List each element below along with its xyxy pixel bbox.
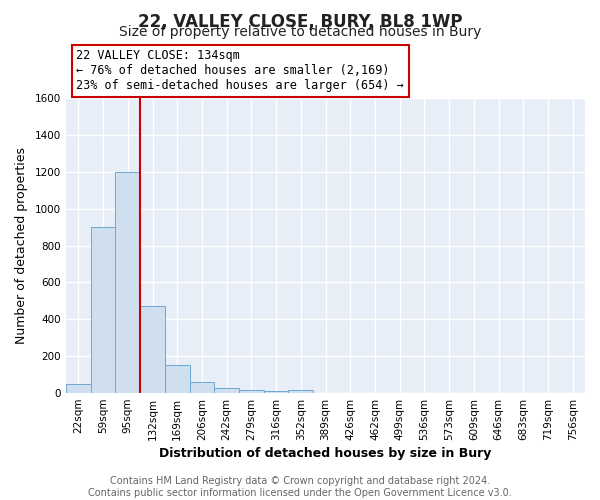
Text: 22 VALLEY CLOSE: 134sqm
← 76% of detached houses are smaller (2,169)
23% of semi: 22 VALLEY CLOSE: 134sqm ← 76% of detache… [76,50,404,92]
Bar [264,391,289,393]
Bar [239,390,264,393]
Bar [115,172,140,393]
X-axis label: Distribution of detached houses by size in Bury: Distribution of detached houses by size … [160,447,492,460]
Text: Contains HM Land Registry data © Crown copyright and database right 2024.
Contai: Contains HM Land Registry data © Crown c… [88,476,512,498]
Bar [214,388,239,393]
Bar [66,384,91,393]
Bar [190,382,214,393]
Text: 22, VALLEY CLOSE, BURY, BL8 1WP: 22, VALLEY CLOSE, BURY, BL8 1WP [138,12,462,30]
Bar [165,366,190,393]
Y-axis label: Number of detached properties: Number of detached properties [15,147,28,344]
Bar [91,227,115,393]
Bar [140,306,165,393]
Text: Size of property relative to detached houses in Bury: Size of property relative to detached ho… [119,25,481,39]
Bar [289,390,313,393]
